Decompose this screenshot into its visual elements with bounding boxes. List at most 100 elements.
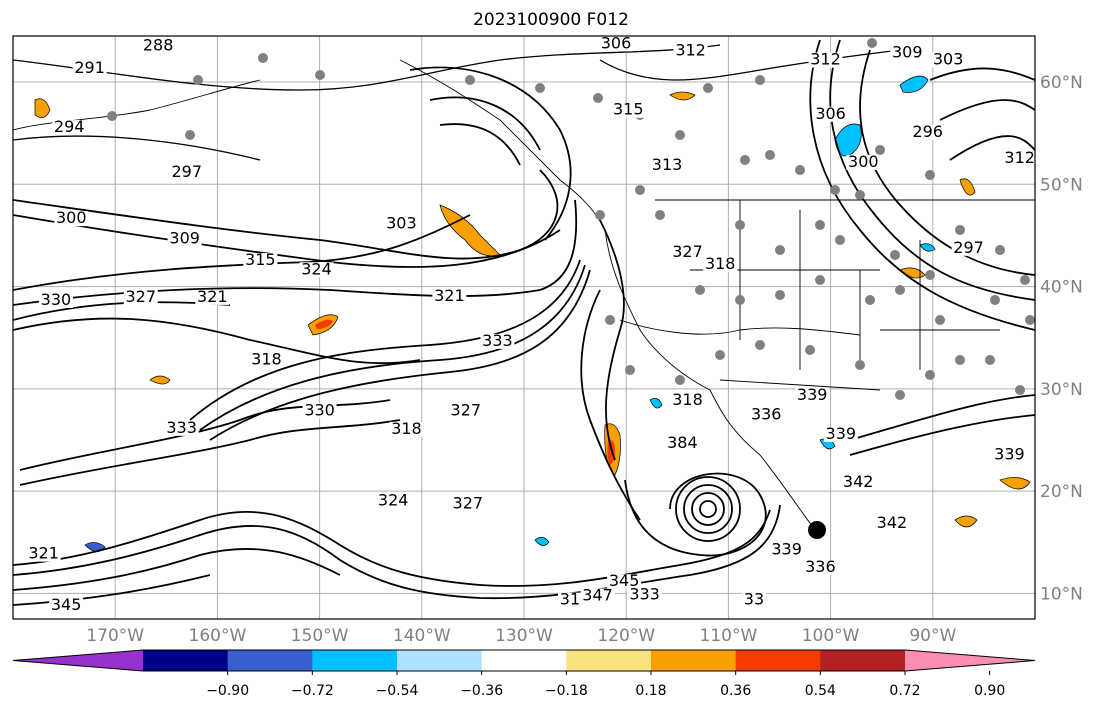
lon-tick-label: 120°W	[597, 626, 655, 646]
contour-label: 294	[54, 117, 85, 136]
contour-label: 339	[826, 424, 857, 443]
colorbar-tick-label: −0.72	[291, 683, 334, 699]
lon-tick-label: 160°W	[189, 626, 247, 646]
colorbar-segment	[651, 650, 737, 671]
contour-label-bg	[670, 393, 705, 409]
colorbar-extend-high	[905, 650, 1035, 671]
orange-patch	[669, 91, 696, 101]
colorbar-segment	[735, 650, 821, 671]
colorbar-tick-label: 0.36	[720, 683, 751, 699]
contour-label-bg	[123, 289, 158, 305]
contour-label-bg	[890, 45, 925, 61]
contour-label: 330	[304, 400, 335, 419]
lon-tick-label: 140°W	[393, 626, 451, 646]
contour-label-bg	[741, 592, 766, 608]
contour-label: 336	[751, 405, 782, 424]
contour-label: 288	[143, 35, 174, 54]
contour-label-bg	[874, 515, 909, 531]
blue-patch	[84, 542, 106, 552]
lon-tick-label: 170°W	[86, 626, 144, 646]
colorbar-segment	[143, 650, 229, 671]
contour-label-bg	[769, 542, 804, 558]
contour-label-bg	[26, 546, 61, 562]
contour-label: 291	[74, 58, 105, 77]
orange-patch	[999, 477, 1031, 490]
contour-label-bg	[598, 36, 633, 52]
contour-label: 345	[51, 595, 82, 614]
colorbar-segment	[820, 650, 906, 671]
contour-label-bg	[611, 102, 646, 118]
contour-label: 321	[197, 287, 228, 306]
contour-label-bg	[1002, 150, 1035, 166]
colorbar-segment	[227, 650, 313, 671]
contour-label-bg	[480, 333, 515, 349]
contour-label-bg	[376, 493, 411, 509]
contour-label-bg	[299, 262, 334, 278]
coastlines-and-borders	[13, 59, 1035, 531]
colorbar-segment	[566, 650, 652, 671]
contour-label-bg	[52, 120, 87, 136]
contour-label: 306	[601, 33, 632, 52]
colorbar-segment	[481, 650, 567, 671]
contour-label-bg	[846, 154, 881, 170]
contour-label-bg	[302, 403, 337, 419]
colorbar-tick-label: 0.90	[974, 683, 1005, 699]
contour-label-bg	[749, 407, 784, 423]
latitude-axis: 10°N 20°N 30°N 40°N 50°N 60°N	[1040, 73, 1083, 604]
contour-label: 330	[41, 290, 72, 309]
colorbar-extend-low	[13, 650, 143, 671]
contour-label: 318	[705, 254, 736, 273]
contour-label: 342	[843, 472, 874, 491]
colorbar-segment	[397, 650, 483, 671]
contour-label: 306	[815, 104, 846, 123]
contour-label-bg	[910, 125, 945, 141]
contour-label-bg	[384, 216, 419, 232]
lon-tick-label: 110°W	[700, 626, 758, 646]
contour-label: 296	[912, 122, 943, 141]
map-title: 2023100900 F012	[473, 10, 629, 30]
blue-patch	[534, 537, 550, 546]
contour-label: 315	[613, 100, 644, 119]
contour-label: 315	[245, 250, 276, 269]
contour-label-bg	[448, 403, 483, 419]
plot-frame	[12, 35, 1036, 620]
contour-label-bg	[580, 588, 615, 604]
colorbar-tick-label: 0.54	[805, 683, 836, 699]
contour-label: 327	[453, 494, 484, 513]
contour-label-bg	[169, 165, 204, 181]
contour-label-bg	[432, 288, 467, 304]
contour-label-bg	[992, 447, 1027, 463]
lon-tick-label: 90°W	[909, 626, 956, 646]
contour-label-bg	[841, 475, 876, 491]
orange-patch	[34, 98, 51, 118]
colorbar-tick-label: 0.72	[889, 683, 920, 699]
contour-label: 309	[892, 42, 923, 61]
contour-label: 339	[797, 385, 828, 404]
contour-label: 324	[378, 490, 409, 509]
contour-label: 297	[953, 238, 984, 257]
orange-patch	[954, 515, 978, 528]
contour-label: 312	[675, 40, 706, 59]
colorbar: −0.90 −0.72 −0.54 −0.36 −0.18 0.18 0.36 0.54 0.7…	[12, 649, 1036, 699]
contour-label: 318	[251, 349, 282, 368]
contour-label: 31	[560, 590, 580, 609]
blue-patch	[899, 75, 929, 93]
contour-label-bg	[450, 496, 485, 512]
lat-tick-label: 50°N	[1040, 175, 1083, 195]
orange-patch	[959, 178, 976, 196]
blue-patch	[919, 243, 936, 252]
contour-label-bg	[823, 426, 858, 442]
contour-label: 318	[391, 419, 422, 438]
lat-tick-label: 20°N	[1040, 482, 1083, 502]
lat-tick-label: 10°N	[1040, 584, 1083, 604]
contour-label: 339	[771, 540, 802, 559]
colorbar-tick-label: −0.90	[206, 683, 249, 699]
contour-label-bg	[670, 244, 705, 260]
contour-label: 321	[28, 544, 59, 563]
contour-label-bg	[703, 257, 738, 273]
contour-label: 313	[652, 155, 683, 174]
contour-label-bg	[813, 106, 848, 122]
contour-label: 327	[672, 242, 703, 261]
theta-contours	[13, 39, 1035, 606]
colorbar-tick-label: −0.18	[545, 683, 588, 699]
